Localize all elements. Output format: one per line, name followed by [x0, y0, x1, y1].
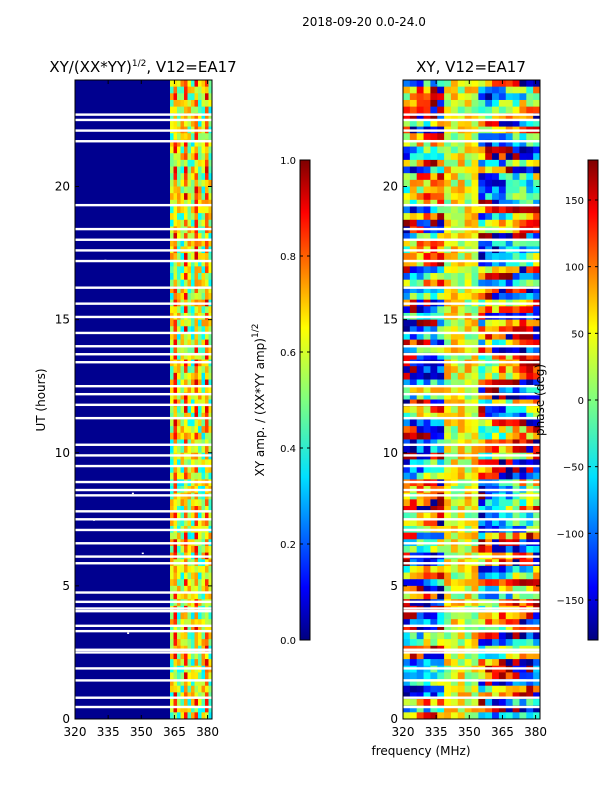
colorbar-tick-label: 0.4 [280, 444, 296, 455]
x-tick-label: 380 [196, 725, 219, 739]
y-tick-label: 20 [383, 180, 398, 194]
x-tick-label: 335 [425, 725, 448, 739]
panel1-heatmap [75, 80, 213, 720]
x-tick-label: 365 [491, 725, 514, 739]
panel1-title: XY/(XX*YY)1/2, V12=EA17 [49, 58, 236, 76]
panel1-axes: 320 335 350 365 380 0 5 10 15 20 [55, 80, 219, 739]
y-tick-label: 5 [62, 579, 70, 593]
x-tick-label: 335 [97, 725, 120, 739]
colorbar-tick-label: 0.6 [280, 348, 296, 359]
x-tick-label: 365 [163, 725, 186, 739]
y-tick-label: 0 [62, 712, 70, 726]
y-tick-label: 5 [390, 579, 398, 593]
panel1-ylabel: UT (hours) [34, 368, 48, 431]
y-tick-label: 15 [383, 313, 398, 327]
x-tick-label: 320 [64, 725, 87, 739]
colorbar-tick-label: 150 [565, 196, 584, 207]
colorbar-tick-label: 0 [578, 396, 584, 407]
colorbar1-axes: 0.0 0.2 0.4 0.6 0.8 1.0 [280, 156, 310, 647]
y-tick-label: 10 [383, 446, 398, 460]
colorbar-tick-label: 1.0 [280, 156, 296, 167]
colorbar-tick-label: 0.0 [280, 636, 296, 647]
panel2-frame [402, 79, 541, 720]
colorbar1 [299, 159, 311, 641]
colorbar-tick-label: 0.2 [280, 540, 296, 551]
colorbar-tick-label: 0.8 [280, 252, 296, 263]
colorbar-tick-label: 100 [565, 263, 584, 274]
panel2-heatmap [403, 80, 541, 720]
panel2-xlabel: frequency (MHz) [371, 744, 470, 758]
colorbar2-label: phase (deg) [533, 364, 547, 436]
y-tick-label: 0 [390, 712, 398, 726]
colorbar-tick-label: −100 [557, 529, 584, 540]
panel1-frame [74, 79, 213, 720]
y-tick-label: 20 [55, 180, 70, 194]
y-tick-label: 15 [55, 313, 70, 327]
colorbar-tick-label: −50 [563, 463, 584, 474]
panel2-axes: 320 335 350 365 380 0 5 10 15 20 [383, 80, 547, 739]
panel2-title: XY, V12=EA17 [416, 58, 526, 76]
x-tick-label: 380 [524, 725, 547, 739]
y-tick-label: 10 [55, 446, 70, 460]
x-tick-label: 350 [458, 725, 481, 739]
colorbar-tick-label: 50 [571, 329, 584, 340]
colorbar1-label: XY amp. / (XX*YY amp)1/2 [251, 324, 267, 477]
colorbar2-axes: −150 −100 −50 0 50 100 150 [557, 196, 598, 607]
x-tick-label: 350 [130, 725, 153, 739]
colorbar-tick-label: −150 [557, 596, 584, 607]
x-tick-label: 320 [392, 725, 415, 739]
figure-suptitle: 2018-09-20 0.0-24.0 [302, 15, 426, 29]
